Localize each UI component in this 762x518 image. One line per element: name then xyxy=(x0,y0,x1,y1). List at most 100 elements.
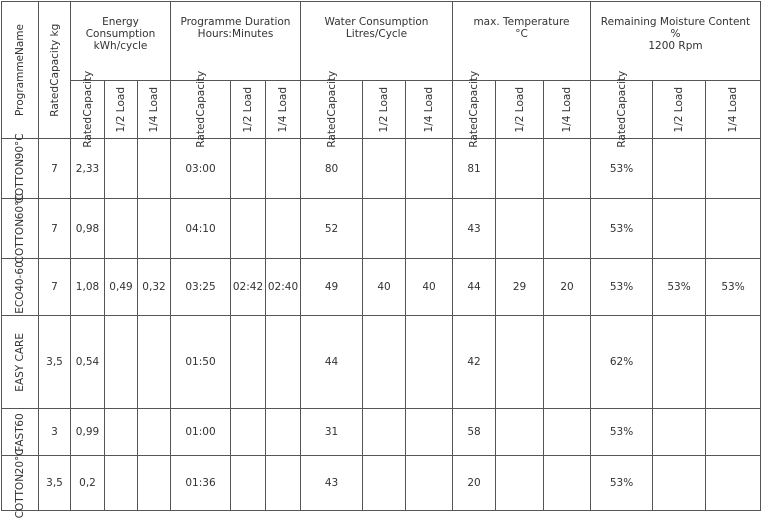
value-cell xyxy=(706,409,761,456)
value: 1,08 xyxy=(75,281,100,293)
value: 43 xyxy=(324,477,339,489)
sub-title-line: 1/2 Load xyxy=(378,86,390,133)
group-header: max. Temperature °C xyxy=(453,2,591,81)
sub-header: 1/2 Load xyxy=(231,81,266,139)
header-cell: Programme Name xyxy=(2,2,39,139)
value-cell xyxy=(496,199,544,259)
group-title-line: Programme Duration xyxy=(180,16,291,28)
sub-header: 1/2 Load xyxy=(105,81,138,139)
value: 03:00 xyxy=(185,162,216,175)
value: 42 xyxy=(467,356,481,368)
value-cell xyxy=(544,456,591,511)
sub-title-line: 1/4 Load xyxy=(423,86,435,133)
value-cell xyxy=(105,456,138,511)
value-cell xyxy=(363,199,406,259)
value-cell: 20 xyxy=(453,456,496,511)
value: 20 xyxy=(560,281,574,293)
value-cell: 02:42 xyxy=(231,259,266,316)
capacity: 3,5 xyxy=(46,356,63,368)
value: 52 xyxy=(324,222,339,235)
value-cell: 49 xyxy=(301,259,363,316)
value: 31 xyxy=(324,426,339,438)
sub-header: 1/2 Load xyxy=(363,81,406,139)
value-cell: 20 xyxy=(544,259,591,316)
value-cell: 43 xyxy=(453,199,496,259)
value-cell xyxy=(706,316,761,409)
programme-name-text: ECO 40-60 xyxy=(14,261,26,314)
value-cell: 1,08 xyxy=(71,259,105,316)
sub-title-text: 1/2 Load xyxy=(673,87,685,132)
capacity: 7 xyxy=(51,162,58,175)
programme-name-line: 40-60 xyxy=(14,260,26,292)
value: 40 xyxy=(422,281,436,293)
sub-title-line: Capacity xyxy=(194,71,207,118)
value: 0,32 xyxy=(142,281,166,293)
value-cell xyxy=(231,199,266,259)
value-cell xyxy=(266,409,301,456)
value: 44 xyxy=(467,281,481,293)
row-name-cell: FAST 60 xyxy=(2,409,39,456)
sub-title-text: 1/2 Load xyxy=(242,87,254,132)
sub-title-line: 1/2 Load xyxy=(513,86,526,133)
value-cell xyxy=(138,316,171,409)
sub-title-line: Capacity xyxy=(81,71,94,118)
group-title-line: Litres/Cycle xyxy=(345,28,408,40)
programme-name-text: FAST 60 xyxy=(14,413,26,452)
rated-capacity-header-line: Rated xyxy=(48,85,61,117)
sub-title-text: 1/2 Load xyxy=(115,87,127,132)
value-cell: 53% xyxy=(591,139,653,199)
value: 0,49 xyxy=(109,281,133,293)
row-name-cell: ECO 40-60 xyxy=(2,259,39,316)
sub-title-line: Capacity xyxy=(468,71,480,118)
value-cell xyxy=(653,316,706,409)
capacity-cell: 7 xyxy=(39,139,71,199)
value-cell: 53% xyxy=(591,409,653,456)
header-cell: Rated Capacity kg xyxy=(39,2,71,139)
value-cell xyxy=(706,139,761,199)
group-title-line: °C xyxy=(515,28,528,40)
value-cell: 0,2 xyxy=(71,456,105,511)
value: 49 xyxy=(324,281,339,293)
sub-title-text: 1/4 Load xyxy=(727,87,739,132)
value-cell: 0,49 xyxy=(105,259,138,316)
value: 53% xyxy=(609,426,634,438)
value-cell: 53% xyxy=(591,456,653,511)
sub-header: Rated Capacity xyxy=(171,71,231,148)
programme-name-text: COTTON 60°C xyxy=(14,193,26,263)
value-cell xyxy=(138,199,171,259)
value-cell xyxy=(496,409,544,456)
group-header: Energy Consumption kWh/cycle xyxy=(71,2,171,81)
value-cell xyxy=(653,456,706,511)
value-cell xyxy=(496,456,544,511)
value-cell xyxy=(105,139,138,199)
group-title-line: Hours:Minutes xyxy=(197,28,274,40)
group-title-line: % xyxy=(670,28,681,40)
value-cell xyxy=(266,199,301,259)
value: 0,99 xyxy=(75,426,100,438)
programme-name-line: EASY CARE xyxy=(14,332,26,392)
sub-title-text: Rated Capacity xyxy=(326,71,338,148)
capacity: 7 xyxy=(51,281,58,293)
value-cell xyxy=(231,139,266,199)
sub-header: 1/4 Load xyxy=(406,81,453,139)
value: 53% xyxy=(609,281,634,293)
value: 01:00 xyxy=(185,426,216,438)
value-cell xyxy=(231,316,266,409)
sub-title-text: Rated Capacity xyxy=(82,71,94,148)
value-cell xyxy=(406,139,453,199)
capacity-cell: 3,5 xyxy=(39,316,71,409)
value-cell xyxy=(138,139,171,199)
value: 01:50 xyxy=(185,356,216,368)
value: 0,2 xyxy=(79,477,96,489)
value-cell: 03:00 xyxy=(171,139,231,199)
row-name-cell: EASY CARE xyxy=(2,316,39,409)
value: 44 xyxy=(324,356,339,368)
sub-title-line: 1/2 Load xyxy=(242,86,254,133)
value-cell: 58 xyxy=(453,409,496,456)
sub-title-text: 1/2 Load xyxy=(378,87,390,132)
value-cell: 53% xyxy=(706,259,761,316)
value-cell xyxy=(653,139,706,199)
value-cell xyxy=(231,456,266,511)
value: 53% xyxy=(609,477,634,489)
